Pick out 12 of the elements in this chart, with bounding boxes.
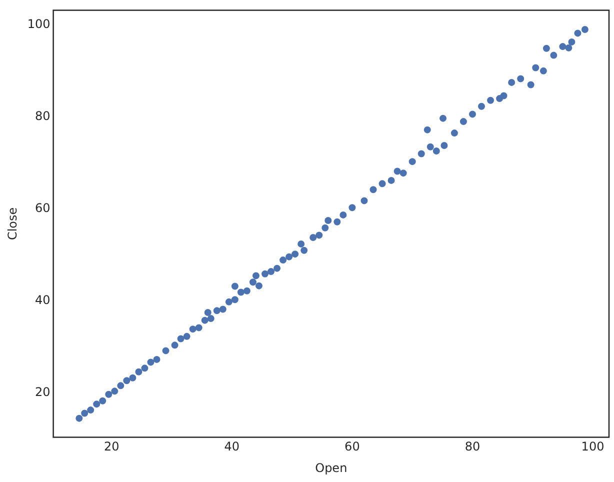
x-tick-label: 80 bbox=[464, 440, 480, 454]
y-axis-title: Close bbox=[5, 207, 20, 240]
y-tick-label: 80 bbox=[35, 109, 50, 124]
x-tick-label: 20 bbox=[104, 440, 120, 454]
y-tick-label: 60 bbox=[35, 201, 50, 216]
y-tick-label: 20 bbox=[35, 385, 50, 400]
y-tick-label: 100 bbox=[27, 17, 50, 32]
x-tick-label: 40 bbox=[224, 440, 240, 454]
x-axis-title: Open bbox=[315, 460, 348, 475]
y-tick-label: 40 bbox=[35, 293, 50, 308]
x-tick-label: 60 bbox=[344, 440, 360, 454]
x-tick-label: 100 bbox=[581, 440, 604, 454]
